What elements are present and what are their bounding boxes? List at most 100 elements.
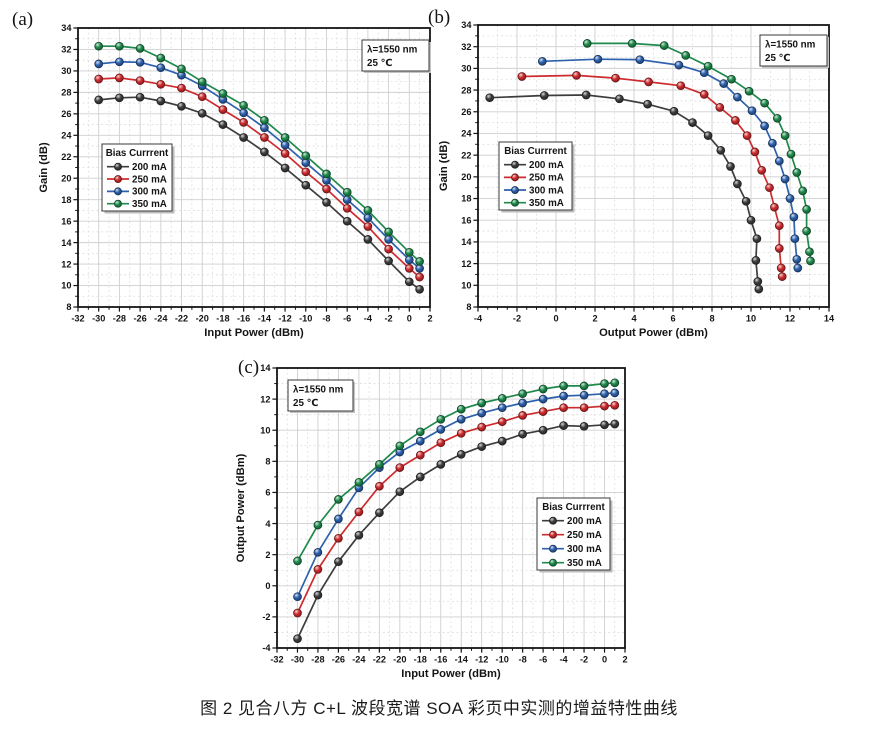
- data-point-marker: [218, 120, 228, 129]
- x-tick-label: -2: [385, 314, 393, 324]
- x-tick-label: -10: [299, 314, 312, 324]
- data-point-marker: [765, 183, 774, 193]
- data-point-marker: [322, 198, 331, 207]
- data-point-marker: [293, 556, 302, 566]
- legend-key-marker: [549, 530, 557, 539]
- data-point-marker: [115, 41, 124, 51]
- y-tick-label: 26: [461, 107, 471, 117]
- legend-key-marker: [511, 173, 519, 182]
- data-point-marker: [280, 163, 290, 173]
- y-tick-label: 30: [461, 64, 471, 74]
- data-point-marker: [293, 608, 302, 618]
- data-point-marker: [727, 74, 736, 84]
- y-tick-label: 14: [260, 363, 271, 373]
- data-point-marker: [415, 284, 424, 294]
- data-point-marker: [497, 436, 507, 446]
- legend-item-label: 200 mA: [529, 160, 564, 171]
- annotation-wavelength: λ=1550 nm: [293, 385, 344, 396]
- data-point-marker: [115, 93, 124, 103]
- data-point-marker: [239, 133, 248, 142]
- data-point-marker: [774, 221, 784, 231]
- data-point-marker: [456, 414, 466, 424]
- data-point-marker: [436, 425, 446, 434]
- legend-box: [498, 141, 573, 211]
- data-point-marker: [354, 530, 364, 540]
- data-point-marker: [770, 202, 779, 212]
- gridlines: [478, 25, 829, 307]
- data-point-marker: [239, 108, 248, 118]
- series-250-mA: [517, 71, 787, 281]
- annotation-frame: [287, 379, 354, 412]
- data-point-marker: [757, 165, 767, 175]
- data-point-marker: [610, 400, 620, 410]
- data-point-marker: [790, 234, 800, 244]
- y-tick-label: 20: [61, 173, 71, 183]
- data-point-marker: [518, 429, 527, 439]
- data-point-marker: [436, 438, 446, 448]
- data-point-marker: [156, 79, 166, 89]
- data-point-marker: [559, 421, 568, 430]
- data-point-marker: [477, 422, 487, 432]
- data-point-marker: [197, 108, 207, 118]
- x-tick-label: -32: [71, 314, 84, 324]
- data-point-marker: [537, 56, 547, 66]
- y-tick-label: 30: [61, 66, 71, 76]
- data-point-marker: [156, 63, 166, 73]
- x-tick-label: -2: [513, 314, 521, 324]
- data-point-marker: [805, 247, 814, 257]
- chart-panel-c-output-vs-input-power: -32 -30 -28 -26 -24 -22 -20 -18 -16 -14 -12 -10 -8 -6…: [235, 357, 628, 680]
- data-point-marker: [754, 284, 764, 294]
- data-point-marker: [579, 421, 589, 431]
- data-point-marker: [301, 151, 311, 161]
- legend-item-label: 200 mA: [132, 162, 167, 173]
- data-point-marker: [342, 187, 352, 197]
- data-point-marker: [395, 441, 405, 451]
- y-tick-label: -4: [262, 643, 271, 653]
- x-tick-label: -26: [133, 314, 146, 324]
- data-point-marker: [559, 381, 568, 391]
- y-tick-label: 16: [61, 216, 71, 226]
- y-tick-label: 18: [61, 195, 71, 205]
- y-tick-label: 24: [461, 129, 472, 139]
- data-point-marker: [497, 417, 507, 427]
- data-point-marker: [415, 450, 425, 460]
- x-tick-label: 14: [824, 314, 835, 324]
- axis-ticks: -4 -2 0 2 4 6 8 10 12 148101214161820222426283032…: [461, 20, 835, 323]
- data-point-marker: [715, 103, 725, 112]
- data-point-marker: [260, 115, 269, 125]
- y-tick-label: -2: [262, 612, 270, 622]
- data-point-marker: [477, 442, 487, 451]
- x-tick-label: -18: [216, 314, 229, 324]
- x-tick-label: -30: [92, 314, 105, 324]
- x-tick-label: 0: [602, 655, 607, 665]
- figure-caption: 图 2 见合八方 C+L 波段宽谱 SOA 彩页中实测的增益特性曲线: [200, 699, 678, 718]
- x-tick-label: 2: [427, 314, 432, 324]
- y-tick-label: 28: [461, 85, 471, 95]
- data-point-marker: [615, 94, 624, 104]
- data-point-marker: [539, 91, 549, 100]
- data-point-marker: [384, 227, 393, 237]
- data-point-marker: [342, 195, 352, 205]
- data-point-marker: [497, 403, 507, 413]
- data-point-marker: [582, 39, 592, 48]
- data-point-marker: [600, 389, 609, 399]
- x-tick-label: -4: [364, 314, 373, 324]
- data-point-marker: [538, 425, 548, 435]
- y-tick-label: 8: [265, 457, 270, 467]
- legend-key-marker: [549, 558, 557, 567]
- x-tick-label: -30: [291, 655, 304, 665]
- data-point-marker: [517, 72, 527, 81]
- data-point-marker: [538, 407, 548, 416]
- x-tick-label: -22: [373, 655, 386, 665]
- y-tick-label: 12: [461, 259, 471, 269]
- data-point-marker: [404, 277, 414, 287]
- data-point-marker: [301, 167, 311, 177]
- data-point-marker: [280, 133, 290, 142]
- data-point-marker: [753, 277, 763, 286]
- annotation-box: λ=1550 nm 25 ℃: [287, 379, 355, 413]
- data-point-marker: [659, 41, 669, 50]
- y-tick-label: 4: [265, 519, 271, 529]
- data-point-marker: [477, 398, 487, 408]
